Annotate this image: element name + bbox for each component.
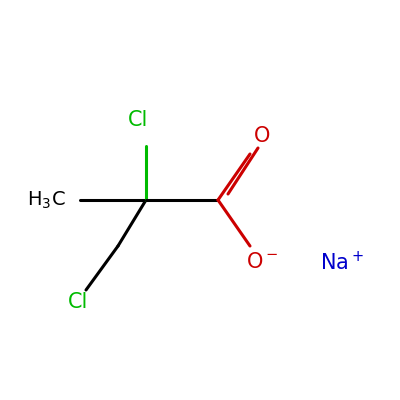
Text: Cl: Cl	[68, 292, 88, 312]
Text: Na$^+$: Na$^+$	[320, 250, 364, 274]
Text: O: O	[254, 126, 270, 146]
Text: H$_3$C: H$_3$C	[27, 189, 65, 211]
Text: O$^-$: O$^-$	[246, 252, 278, 272]
Text: Cl: Cl	[128, 110, 148, 130]
